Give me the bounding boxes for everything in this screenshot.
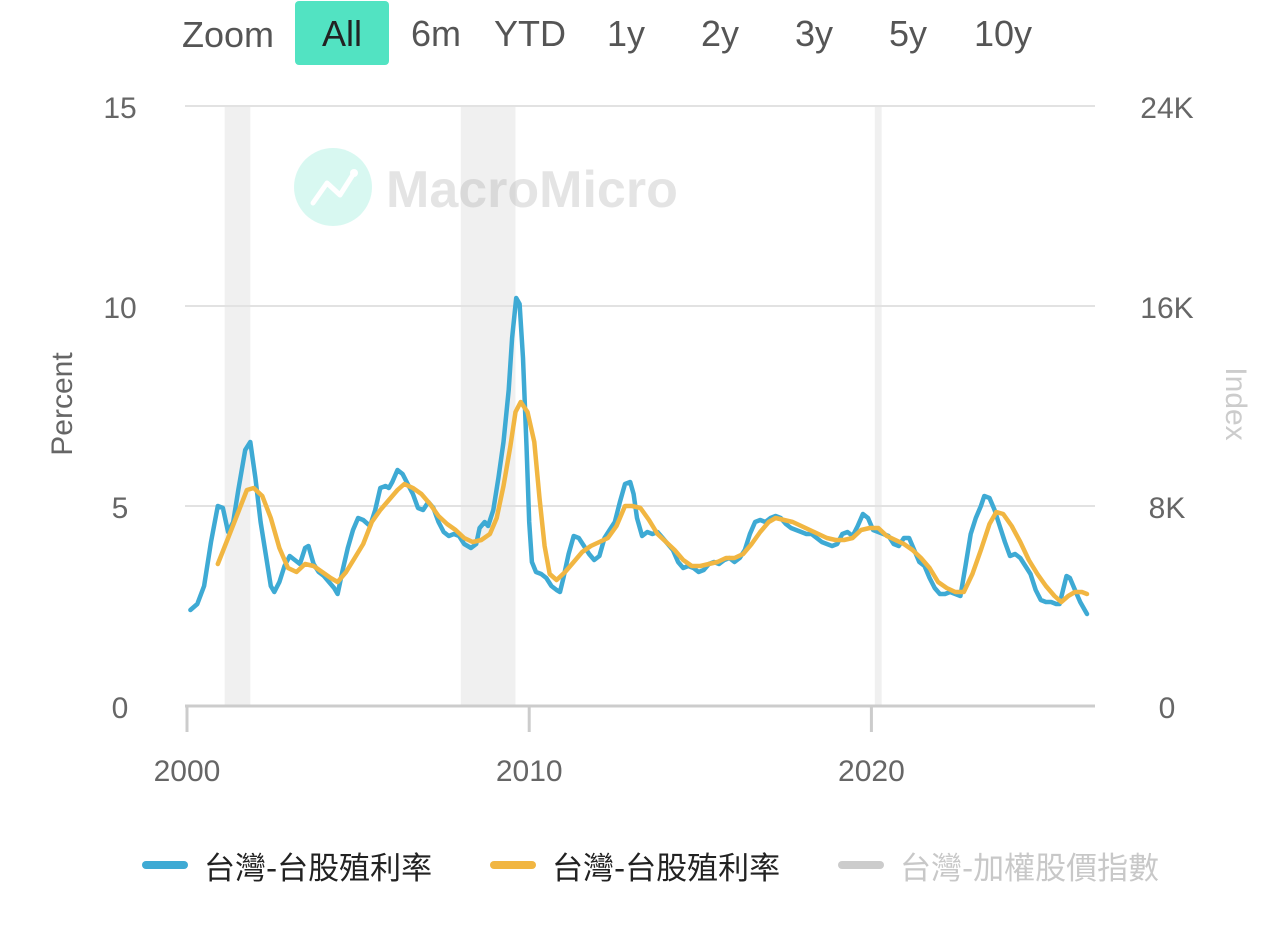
x-axis-tick-label: 2010: [496, 755, 563, 788]
zoom-label: Zoom: [182, 14, 275, 55]
x-axis-tick-label: 2020: [838, 755, 905, 788]
zoom-ytd-button[interactable]: YTD: [494, 13, 566, 54]
recession-band-1: [224, 106, 251, 706]
legend-item-yield-orange[interactable]: 台灣-台股殖利率: [490, 840, 780, 890]
macromicro-logo-icon: [294, 148, 372, 226]
left-axis-tick-label: 5: [112, 492, 129, 525]
zoom-5y-button[interactable]: 5y: [888, 13, 928, 54]
legend-item-yield-blue[interactable]: 台灣-台股殖利率: [142, 840, 432, 890]
zoom-1y-button[interactable]: 1y: [606, 13, 646, 54]
zoom-10y-button[interactable]: 10y: [973, 13, 1033, 54]
right-axis-tick-label: 0: [1159, 692, 1176, 725]
right-axis-tick-label: 16K: [1140, 292, 1193, 325]
legend-label: 台灣-台股殖利率: [552, 850, 781, 887]
series-line-2: [215, 399, 1090, 605]
right-axis-tick-label: 24K: [1140, 92, 1193, 125]
x-axis-tick-label: 2000: [154, 755, 221, 788]
legend-label: 台灣-台股殖利率: [204, 850, 433, 887]
axes: 0 0 5 8K 10 16K 15 24K 2000 2010 2020: [103, 92, 1193, 788]
series-lines: [188, 295, 1090, 617]
zoom-all-button[interactable]: All: [295, 1, 389, 65]
watermark-text: MacroMicro: [386, 161, 678, 219]
left-axis-tick-label: 10: [103, 292, 136, 325]
legend-swatch-orange: [490, 861, 536, 869]
zoom-3y-button[interactable]: 3y: [794, 13, 834, 54]
legend: 台灣-台股殖利率 台灣-台股殖利率 台灣-加權股價指數: [0, 840, 1280, 890]
legend-label: 台灣-加權股價指數: [900, 850, 1160, 887]
recession-band-3: [874, 106, 882, 706]
left-axis-tick-label: 0: [112, 692, 129, 725]
zoom-6m-button[interactable]: 6m: [410, 13, 461, 54]
left-axis-tick-label: 15: [103, 92, 136, 125]
legend-swatch-grey: [838, 861, 884, 869]
right-axis-title: Index: [1219, 367, 1252, 440]
range-selector: Zoom All 6m YTD 1y 2y 3y 5y 10y: [0, 0, 1280, 70]
legend-item-taiex[interactable]: 台灣-加權股價指數: [838, 840, 1159, 890]
series-line-1: [188, 295, 1090, 617]
macromicro-watermark: MacroMicro: [294, 148, 678, 226]
line-chart: MacroMicro 0 0 5 8K 10 16K 15 24K 2000 2010 2020 P…: [46, 92, 1252, 788]
legend-swatch-blue: [142, 861, 188, 869]
zoom-2y-button[interactable]: 2y: [700, 13, 740, 54]
left-axis-title: Percent: [46, 352, 79, 456]
right-axis-tick-label: 8K: [1149, 492, 1186, 525]
